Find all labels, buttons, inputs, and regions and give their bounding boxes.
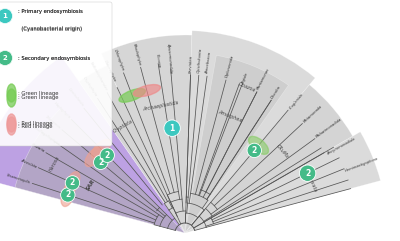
Text: Rhodophyta: Rhodophyta: [132, 43, 142, 66]
Text: Harosa: Harosa: [49, 155, 61, 173]
Ellipse shape: [119, 88, 145, 102]
Circle shape: [0, 51, 12, 66]
Text: Amorphea: Amorphea: [217, 109, 243, 123]
Text: 2: 2: [98, 158, 103, 167]
Circle shape: [299, 165, 316, 181]
Circle shape: [164, 120, 180, 136]
Text: 2: 2: [104, 151, 110, 160]
Text: ·Choanoflagellophyta: ·Choanoflagellophyta: [25, 120, 60, 146]
Text: Archaeplastida: Archaeplastida: [142, 100, 179, 112]
Wedge shape: [185, 132, 380, 233]
Circle shape: [65, 176, 80, 190]
Text: 2: 2: [305, 169, 310, 178]
Text: Cryptista: Cryptista: [113, 119, 134, 134]
Circle shape: [0, 8, 12, 24]
Text: : Red lineage: : Red lineage: [18, 120, 52, 126]
Text: ·Euglenida: ·Euglenida: [288, 92, 304, 110]
Text: 2: 2: [252, 146, 257, 155]
Text: Picozoa: Picozoa: [155, 54, 161, 68]
Ellipse shape: [7, 114, 16, 132]
Ellipse shape: [85, 147, 103, 167]
Text: Apusomonadida: Apusomonadida: [166, 43, 173, 73]
Circle shape: [247, 143, 262, 158]
Text: Alveolata: Alveolata: [20, 158, 37, 169]
Text: 1: 1: [170, 124, 175, 133]
Text: Diplonemida: Diplonemida: [225, 55, 234, 78]
Text: Discoba: Discoba: [271, 85, 282, 99]
Text: Haptophyta: Haptophyta: [53, 101, 71, 119]
Ellipse shape: [7, 84, 16, 102]
Ellipse shape: [7, 117, 16, 135]
Text: Amoebozoa: Amoebozoa: [205, 52, 212, 74]
Circle shape: [0, 8, 12, 24]
Text: Chlorophyta: Chlorophyta: [113, 49, 124, 72]
Text: Breviatea: Breviatea: [189, 54, 193, 73]
Text: : Primary endosymbiosis: : Primary endosymbiosis: [18, 8, 83, 13]
Ellipse shape: [133, 85, 160, 97]
Text: (Cyanobacterial origin): (Cyanobacterial origin): [18, 26, 82, 31]
Wedge shape: [185, 85, 353, 233]
Text: Ancyromonadida: Ancyromonadida: [326, 137, 356, 156]
Ellipse shape: [7, 89, 16, 107]
Circle shape: [94, 155, 108, 169]
Ellipse shape: [248, 136, 268, 154]
Wedge shape: [101, 35, 192, 233]
Wedge shape: [0, 56, 185, 233]
Text: Obazoa: Obazoa: [238, 81, 256, 93]
Text: : Primary endosymbiosis: : Primary endosymbiosis: [18, 8, 83, 13]
Text: Glaucophyta: Glaucophyta: [102, 59, 116, 82]
Wedge shape: [185, 31, 315, 233]
Text: Centroheida: Centroheida: [67, 87, 84, 108]
Text: 2: 2: [3, 55, 7, 61]
Circle shape: [100, 148, 114, 162]
Text: Rigida: Rigida: [241, 72, 248, 84]
Text: 2: 2: [70, 178, 75, 187]
Text: : Green lineage: : Green lineage: [18, 91, 58, 95]
Text: Opisthokonta: Opisthokonta: [197, 48, 203, 73]
Wedge shape: [15, 108, 185, 233]
Ellipse shape: [65, 172, 80, 194]
Text: (Cyanobacterial origin): (Cyanobacterial origin): [18, 27, 82, 32]
Circle shape: [61, 188, 75, 202]
Text: Kathablepharidae: Kathablepharidae: [88, 61, 108, 92]
Wedge shape: [79, 66, 185, 233]
Text: 2: 2: [65, 190, 70, 200]
Ellipse shape: [61, 183, 75, 207]
Text: Hemimastigophora: Hemimastigophora: [344, 157, 379, 173]
Text: SAR: SAR: [86, 178, 96, 192]
Text: Rhizaria: Rhizaria: [30, 142, 45, 153]
FancyBboxPatch shape: [0, 2, 112, 146]
Text: : Secondary endosymbiosis: : Secondary endosymbiosis: [18, 55, 90, 60]
Text: 2: 2: [3, 55, 7, 61]
Text: Excavata: Excavata: [305, 171, 318, 193]
Text: Cryptophyta: Cryptophyta: [82, 76, 98, 98]
Text: : Red lineage: : Red lineage: [18, 123, 52, 128]
Text: : Secondary endosymbiosis: : Secondary endosymbiosis: [18, 55, 90, 60]
Text: Mantamonas: Mantamonas: [256, 67, 271, 91]
Text: Metamonada: Metamonada: [303, 104, 323, 123]
Text: Telonemia: Telonemia: [45, 115, 62, 130]
Text: : Green lineage: : Green lineage: [18, 95, 58, 100]
Text: 1: 1: [2, 13, 8, 19]
Text: Stramenopila: Stramenopila: [6, 173, 31, 185]
Wedge shape: [185, 55, 288, 233]
Text: CRuMs: CRuMs: [276, 143, 290, 159]
Circle shape: [0, 51, 12, 66]
Text: 1: 1: [2, 13, 8, 19]
Ellipse shape: [92, 140, 110, 159]
Text: Malawimonadida: Malawimonadida: [316, 117, 343, 139]
